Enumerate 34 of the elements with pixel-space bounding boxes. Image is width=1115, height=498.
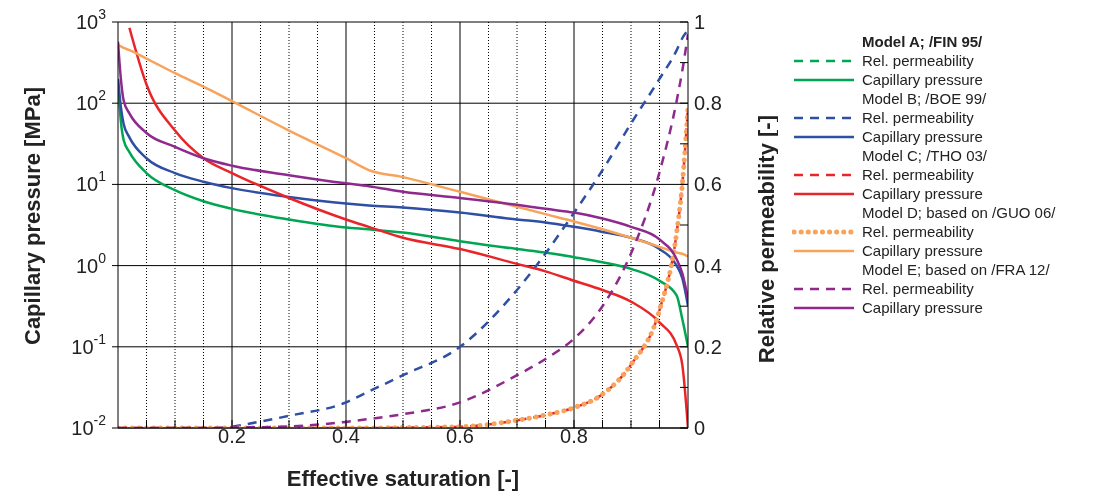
x-axis-title: Effective saturation [-] [286,466,520,491]
y-tick-label: 10$^{1}$ [75,168,107,196]
text: Model D; based on /GUO 06/ [862,203,1056,222]
legend-label: Rel. permeability [862,279,974,298]
y-tick-label: 10$^{-1}$ [71,330,107,358]
y2-tick-label: 0.8 [694,92,722,115]
legend-label: Capillary pressure [862,241,983,260]
legend-label: Capillary pressure [862,184,983,203]
x-tick-label: 0.4 [332,425,360,447]
text: Model E; based on /FRA 12/ [862,260,1051,279]
y-axis-title: Capillary pressure [MPa] [19,87,45,345]
legend-label: Capillary pressure [862,70,983,89]
y-tick-label: 10$^{2}$ [75,87,107,115]
x-tick-label: 0.8 [560,425,588,447]
y2-tick-label: 0.6 [694,173,722,196]
y2-tick-label: 0.4 [694,254,722,277]
y-tick-label: 10$^{0}$ [75,249,107,277]
text: Model B; /BOE 99/ [862,89,988,108]
x-tick-label: 0.2 [218,425,246,447]
legend-label: Capillary pressure [862,298,983,317]
text: Model A; /FIN 95/ [862,32,984,51]
y-tick-label: 10$^{-2}$ [71,412,107,439]
y2-tick-label: 0.2 [694,335,722,358]
legend-label: Capillary pressure [862,127,983,146]
text: Model C; /THO 03/ [862,146,989,165]
y2-axis-title: Relative permeability [-] [753,115,779,364]
y-tick-label: 10$^{3}$ [75,6,107,33]
legend-label: Rel. permeability [862,51,974,70]
legend-label: Rel. permeability [862,165,974,184]
x-tick-label: 0.6 [446,425,474,447]
y2-tick-label: 1 [694,11,706,33]
y2-tick-label: 0 [694,417,706,439]
legend-label: Rel. permeability [862,222,974,241]
legend-label: Rel. permeability [862,108,974,127]
